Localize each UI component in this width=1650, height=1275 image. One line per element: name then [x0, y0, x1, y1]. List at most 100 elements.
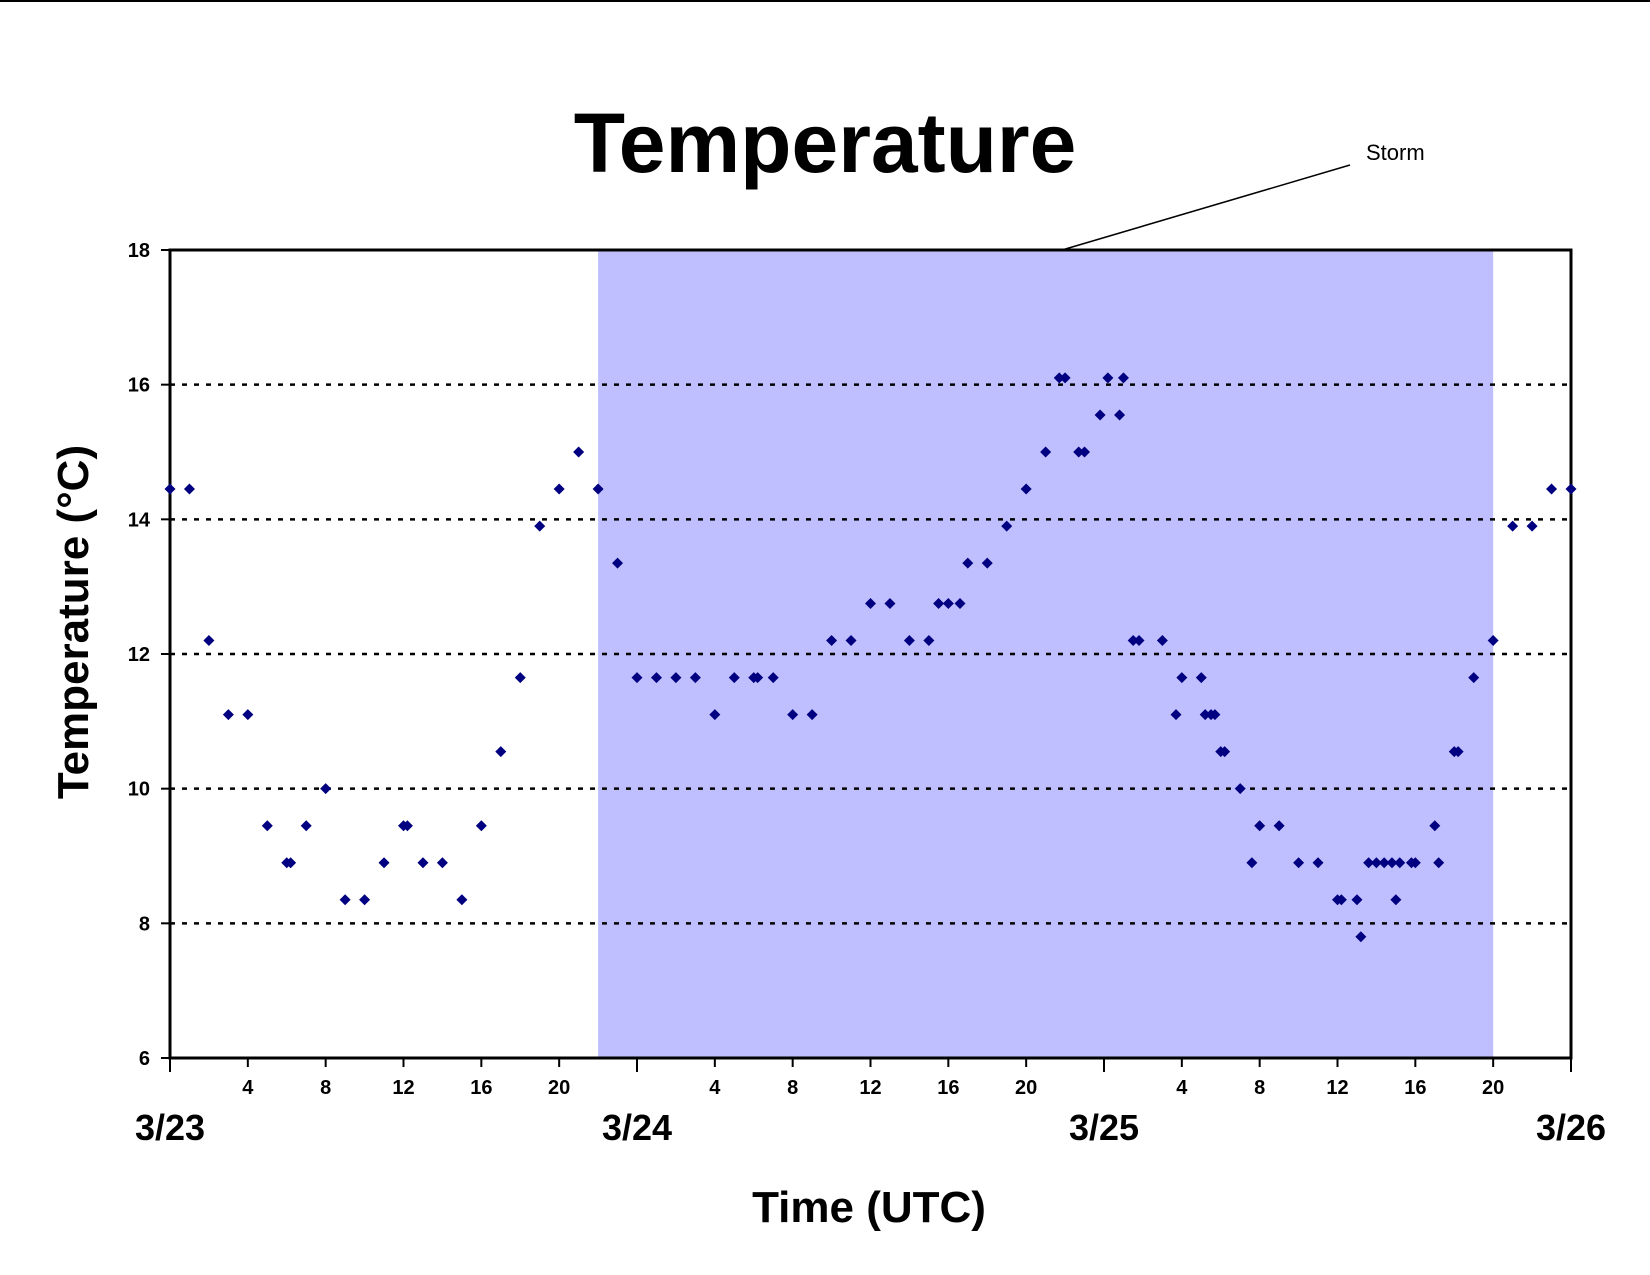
x-tick-label: 12 [859, 1077, 881, 1099]
data-point [1312, 857, 1324, 869]
top-border-rule [0, 0, 1650, 2]
y-tick-label: 12 [128, 644, 150, 666]
data-point [475, 820, 487, 832]
data-point [670, 672, 682, 684]
x-day-label: 3/26 [1536, 1107, 1606, 1148]
data-point [1246, 857, 1258, 869]
x-tick-label: 12 [392, 1077, 414, 1099]
x-tick-label: 8 [1254, 1077, 1265, 1099]
data-point [514, 672, 526, 684]
x-tick-label: 4 [242, 1077, 254, 1099]
data-point [1468, 672, 1480, 684]
data-point [845, 635, 857, 647]
data-point [1195, 672, 1207, 684]
data-point [242, 709, 254, 721]
data-point [1094, 409, 1106, 421]
data-point [1133, 635, 1145, 647]
data-point [650, 672, 662, 684]
data-point [1254, 820, 1266, 832]
data-point [865, 598, 876, 609]
x-axis-label: Time (UTC) [752, 1183, 986, 1232]
data-point [1335, 894, 1347, 906]
data-point [164, 483, 176, 495]
data-point [612, 557, 624, 569]
data-point [183, 483, 195, 495]
data-point [1293, 857, 1305, 869]
data-point [203, 635, 215, 647]
data-point [261, 820, 273, 832]
data-point [1001, 520, 1013, 532]
data-point [1394, 857, 1406, 869]
data-point [1386, 857, 1398, 869]
data-point [285, 857, 297, 869]
x-tick-label: 4 [1176, 1077, 1188, 1099]
data-point [806, 709, 818, 721]
y-tick-label: 14 [128, 509, 151, 531]
y-axis-ticks: 6 8 10 12 14 16 18 [128, 240, 170, 1070]
data-point [1209, 709, 1221, 721]
x-tick-label: 8 [320, 1077, 331, 1099]
data-point [1170, 709, 1182, 721]
x-tick-label: 12 [1326, 1077, 1348, 1099]
data-point [1507, 520, 1519, 532]
x-day-label: 3/24 [602, 1107, 672, 1148]
y-tick-label: 8 [139, 913, 150, 935]
data-point [767, 672, 779, 684]
data-point [933, 598, 945, 609]
data-point [1429, 820, 1441, 832]
data-point [1452, 746, 1464, 758]
x-tick-label: 4 [709, 1077, 721, 1099]
data-point [954, 598, 966, 609]
data-point [1355, 931, 1367, 943]
data-point [631, 672, 643, 684]
data-point [300, 820, 312, 832]
x-day-label: 3/25 [1069, 1107, 1139, 1148]
data-point [592, 483, 604, 495]
x-tick-label: 16 [470, 1077, 492, 1099]
data-point [1378, 857, 1390, 869]
data-points [164, 372, 1577, 943]
data-point [436, 857, 448, 869]
data-point [1487, 635, 1499, 647]
data-point [1156, 635, 1168, 647]
data-point [1433, 857, 1445, 869]
data-point [320, 783, 332, 795]
data-point [1234, 783, 1246, 795]
x-axis-ticks: 4 8 12 16 20 4 8 12 16 20 4 8 12 16 20 3/23 3/24 3/25 3/26 [135, 1058, 1606, 1148]
data-point [709, 709, 721, 721]
data-point [1390, 894, 1402, 906]
data-point [787, 709, 799, 721]
chart-title: Temperature [574, 96, 1077, 190]
data-point [981, 557, 993, 569]
data-point [1020, 483, 1032, 495]
x-tick-label: 16 [937, 1077, 959, 1099]
y-tick-label: 18 [128, 240, 150, 262]
data-point [1102, 372, 1114, 384]
x-tick-label: 20 [1482, 1077, 1504, 1099]
y-tick-label: 10 [128, 779, 150, 801]
storm-annotation-label: Storm [1366, 140, 1425, 165]
x-tick-label: 16 [1404, 1077, 1426, 1099]
data-point [1053, 372, 1065, 384]
data-point [573, 446, 585, 458]
data-point [495, 746, 507, 758]
data-point [1040, 446, 1052, 458]
data-point [401, 820, 413, 832]
x-tick-label: 20 [548, 1077, 570, 1099]
data-point [884, 598, 896, 609]
data-point [962, 557, 974, 569]
data-point [1363, 857, 1375, 869]
data-point [752, 672, 764, 684]
data-point [923, 635, 935, 647]
data-point [1127, 635, 1139, 647]
data-point [359, 894, 371, 906]
data-point [1176, 672, 1188, 684]
data-point [903, 635, 915, 647]
data-point [553, 483, 565, 495]
data-point [378, 857, 390, 869]
data-point [728, 672, 740, 684]
data-point [1546, 483, 1558, 495]
data-point [1117, 372, 1129, 384]
data-point [456, 894, 468, 906]
